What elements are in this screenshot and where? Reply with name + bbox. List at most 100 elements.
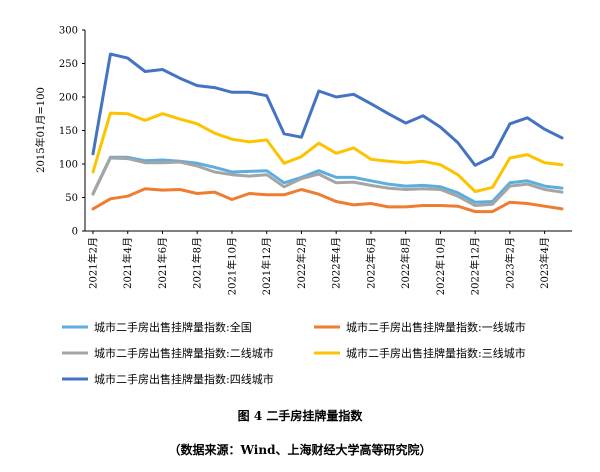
data-point-s1-8 bbox=[231, 198, 233, 201]
data-point-s3-3 bbox=[144, 119, 146, 122]
data-point-s1-22 bbox=[474, 210, 476, 213]
x-tick-label: 2021年8月 bbox=[191, 237, 204, 289]
data-point-s1-2 bbox=[127, 195, 129, 197]
data-point-s2-15 bbox=[352, 181, 355, 183]
data-point-s3-18 bbox=[405, 162, 407, 164]
data-point-s1-15 bbox=[352, 204, 355, 206]
y-tick-label: 200 bbox=[59, 93, 78, 104]
data-point-s2-11 bbox=[283, 186, 285, 188]
data-point-s0-19 bbox=[422, 184, 424, 187]
data-point-s2-3 bbox=[144, 162, 146, 164]
data-point-s3-6 bbox=[196, 123, 198, 125]
data-point-s1-4 bbox=[161, 189, 164, 191]
data-point-s3-27 bbox=[561, 164, 563, 166]
data-point-s3-23 bbox=[491, 186, 494, 189]
data-point-s3-16 bbox=[370, 158, 372, 160]
y-tick-label: 150 bbox=[59, 126, 78, 137]
data-point-s3-4 bbox=[161, 113, 164, 115]
data-point-s0-7 bbox=[213, 166, 216, 168]
data-point-s1-7 bbox=[213, 191, 216, 193]
legend-label-2: 城市二手房出售挂牌量指数:二线城市 bbox=[94, 346, 274, 360]
x-tick-label: 2021年12月 bbox=[260, 237, 273, 295]
x-tick-label: 2022年4月 bbox=[330, 237, 343, 289]
data-point-s0-25 bbox=[526, 180, 528, 182]
axes bbox=[84, 30, 572, 232]
data-point-s1-12 bbox=[300, 188, 303, 191]
data-point-s4-23 bbox=[491, 156, 494, 158]
data-point-s0-6 bbox=[196, 162, 198, 164]
data-point-s2-12 bbox=[300, 178, 303, 180]
data-point-s3-15 bbox=[352, 147, 355, 149]
data-point-s3-26 bbox=[544, 162, 546, 164]
data-point-s0-16 bbox=[370, 180, 372, 182]
data-point-s2-24 bbox=[509, 185, 511, 187]
data-point-s1-1 bbox=[109, 198, 111, 200]
data-point-s1-0 bbox=[92, 208, 94, 210]
data-point-s0-8 bbox=[231, 171, 233, 173]
data-point-s4-27 bbox=[561, 137, 563, 139]
data-point-s2-25 bbox=[526, 183, 528, 185]
data-point-s2-23 bbox=[491, 203, 494, 205]
data-point-s4-0 bbox=[92, 153, 94, 155]
data-point-s0-15 bbox=[352, 176, 355, 178]
data-point-s1-17 bbox=[387, 206, 389, 208]
data-point-s4-14 bbox=[335, 96, 337, 98]
data-point-s2-1 bbox=[109, 157, 111, 159]
x-ticks: 2021年2月 2021年4月 2021年6月 2021年8月 2021年10月 2021… bbox=[87, 231, 551, 295]
data-point-s0-4 bbox=[161, 159, 164, 161]
data-point-s2-19 bbox=[422, 188, 424, 190]
data-point-s0-13 bbox=[318, 170, 320, 172]
x-tick-label: 2023年2月 bbox=[503, 237, 516, 289]
data-point-s4-7 bbox=[213, 87, 216, 89]
data-point-s1-26 bbox=[544, 205, 546, 207]
x-tick-label: 2023年4月 bbox=[538, 237, 551, 289]
y-tick-label: 100 bbox=[59, 160, 78, 171]
y-tick-label: 250 bbox=[59, 59, 78, 70]
data-point-s1-11 bbox=[283, 194, 285, 196]
data-point-s4-4 bbox=[161, 68, 164, 71]
data-point-s1-21 bbox=[457, 205, 459, 207]
data-point-s1-16 bbox=[370, 202, 372, 205]
data-point-s0-3 bbox=[144, 160, 146, 162]
data-point-s4-9 bbox=[248, 91, 250, 93]
data-point-s4-8 bbox=[231, 91, 233, 93]
data-point-s3-10 bbox=[266, 139, 268, 141]
data-point-s0-10 bbox=[266, 170, 268, 172]
data-point-s3-25 bbox=[526, 154, 528, 156]
x-tick-label: 2022年6月 bbox=[364, 237, 377, 289]
data-point-s4-16 bbox=[370, 103, 372, 105]
series-line-1 bbox=[91, 187, 564, 214]
data-point-s2-16 bbox=[370, 184, 372, 187]
data-point-s2-27 bbox=[561, 191, 563, 193]
data-point-s2-9 bbox=[248, 175, 250, 177]
data-point-s3-21 bbox=[457, 174, 459, 176]
data-point-s2-6 bbox=[196, 165, 198, 167]
data-point-s2-0 bbox=[92, 193, 94, 195]
legend-label-1: 城市二手房出售挂牌量指数:一线城市 bbox=[346, 320, 526, 334]
y-tick-label: 300 bbox=[59, 26, 78, 37]
data-point-s4-18 bbox=[405, 122, 407, 124]
data-point-s0-18 bbox=[405, 185, 407, 187]
figure-title: 图 4 二手房挂牌量指数 bbox=[237, 409, 363, 423]
legend-label-4: 城市二手房出售挂牌量指数:四线城市 bbox=[94, 372, 274, 386]
data-point-s3-24 bbox=[509, 157, 511, 159]
data-point-s0-14 bbox=[335, 176, 337, 178]
data-point-s1-14 bbox=[335, 200, 337, 203]
data-point-s0-20 bbox=[439, 186, 442, 188]
data-point-s2-4 bbox=[161, 162, 164, 164]
data-point-s3-0 bbox=[92, 171, 94, 173]
data-point-s0-17 bbox=[387, 183, 389, 185]
legend-label-3: 城市二手房出售挂牌量指数:三线城市 bbox=[346, 346, 526, 360]
data-point-s1-5 bbox=[179, 188, 181, 191]
legend-label-0: 城市二手房出售挂牌量指数:全国 bbox=[94, 320, 252, 334]
data-point-s0-21 bbox=[457, 192, 459, 194]
data-point-s4-1 bbox=[109, 53, 111, 55]
plot-lines bbox=[91, 52, 564, 214]
data-point-s4-21 bbox=[457, 141, 459, 144]
data-point-s4-20 bbox=[439, 126, 442, 128]
data-point-s2-21 bbox=[457, 195, 459, 197]
data-point-s0-26 bbox=[544, 185, 546, 187]
legend: 城市二手房出售挂牌量指数:全国 城市二手房出售挂牌量指数:一线城市城市二手房出售挂… bbox=[62, 320, 526, 386]
data-point-s3-11 bbox=[283, 162, 285, 164]
y-tick-label: 50 bbox=[65, 193, 78, 204]
